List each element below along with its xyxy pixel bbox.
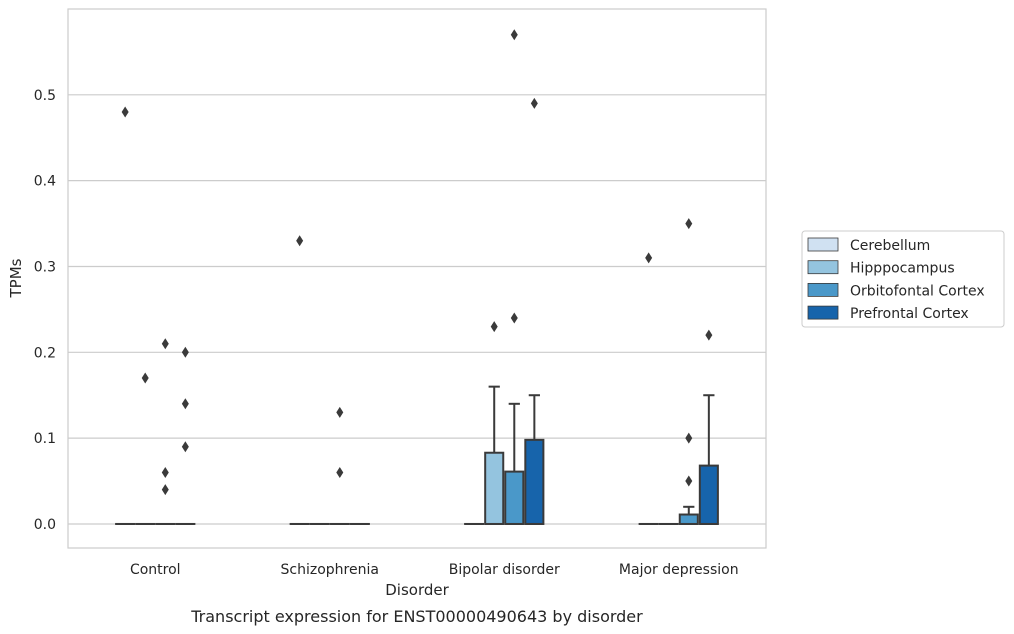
outlier-point — [490, 321, 498, 333]
outlier-point — [161, 466, 169, 478]
box-body — [504, 470, 525, 525]
x-axis-title: Disorder — [385, 581, 449, 599]
outlier-point — [645, 252, 653, 264]
legend-frame — [801, 230, 1005, 328]
outlier-point — [161, 484, 169, 496]
plot-frame — [67, 8, 767, 549]
legend-label: Orbitofontal Cortex — [850, 283, 985, 299]
outlier-point — [510, 29, 518, 41]
legend-label: Cerebellum — [850, 238, 930, 254]
box-body — [698, 464, 719, 525]
box-body — [678, 513, 699, 525]
outlier-point — [181, 441, 189, 453]
outlier-point — [685, 432, 693, 444]
outlier-point — [296, 235, 304, 247]
y-tick-label: 0.5 — [34, 88, 56, 104]
outlier-point — [161, 338, 169, 350]
x-tick-label: Control — [130, 562, 181, 578]
chart-caption: Transcript expression for ENST0000049064… — [190, 607, 643, 626]
x-tick-label: Bipolar disorder — [449, 562, 560, 578]
y-tick-labels: 0.0 0.1 0.2 0.3 0.4 0.5 — [34, 88, 56, 533]
legend-swatch — [807, 282, 839, 297]
box-prefrontal-cortex — [524, 394, 545, 525]
outlier-point — [181, 346, 189, 358]
box-hipppocampus — [484, 385, 505, 525]
y-tick-label: 0.2 — [34, 345, 56, 361]
legend-swatch — [807, 237, 839, 252]
outlier-point — [510, 312, 518, 324]
legend-label: Hipppocampus — [850, 261, 955, 277]
outlier-point — [685, 475, 693, 487]
box-body — [484, 451, 505, 525]
boxes — [115, 385, 719, 525]
outlier-point — [336, 466, 344, 478]
legend: Cerebellum Hipppocampus Orbitofontal Corte… — [801, 230, 1005, 328]
legend-swatch — [807, 305, 839, 320]
box-body — [524, 438, 545, 525]
x-tick-labels: Control Schizophrenia Bipolar disorder Majo… — [130, 562, 739, 578]
outlier-point — [121, 106, 129, 118]
outlier-point — [141, 372, 149, 384]
y-tick-label: 0.0 — [34, 517, 56, 533]
grid-lines — [68, 94, 766, 525]
box-orbitofontal-cortex — [504, 402, 525, 525]
outlier-point — [705, 329, 713, 341]
outlier-point — [181, 398, 189, 410]
outlier-point — [336, 406, 344, 418]
box-prefrontal-cortex — [698, 394, 719, 525]
outliers — [121, 29, 713, 496]
outlier-point — [530, 97, 538, 109]
y-axis-title: TPMs — [7, 258, 25, 298]
legend-swatch — [807, 260, 839, 275]
box-orbitofontal-cortex — [678, 505, 699, 525]
x-tick-label: Schizophrenia — [281, 562, 379, 578]
y-tick-label: 0.3 — [34, 259, 56, 275]
y-tick-label: 0.4 — [34, 174, 56, 190]
outlier-point — [685, 218, 693, 230]
legend-label: Prefrontal Cortex — [850, 306, 969, 322]
x-tick-label: Major depression — [619, 562, 739, 578]
y-tick-label: 0.1 — [34, 431, 56, 447]
